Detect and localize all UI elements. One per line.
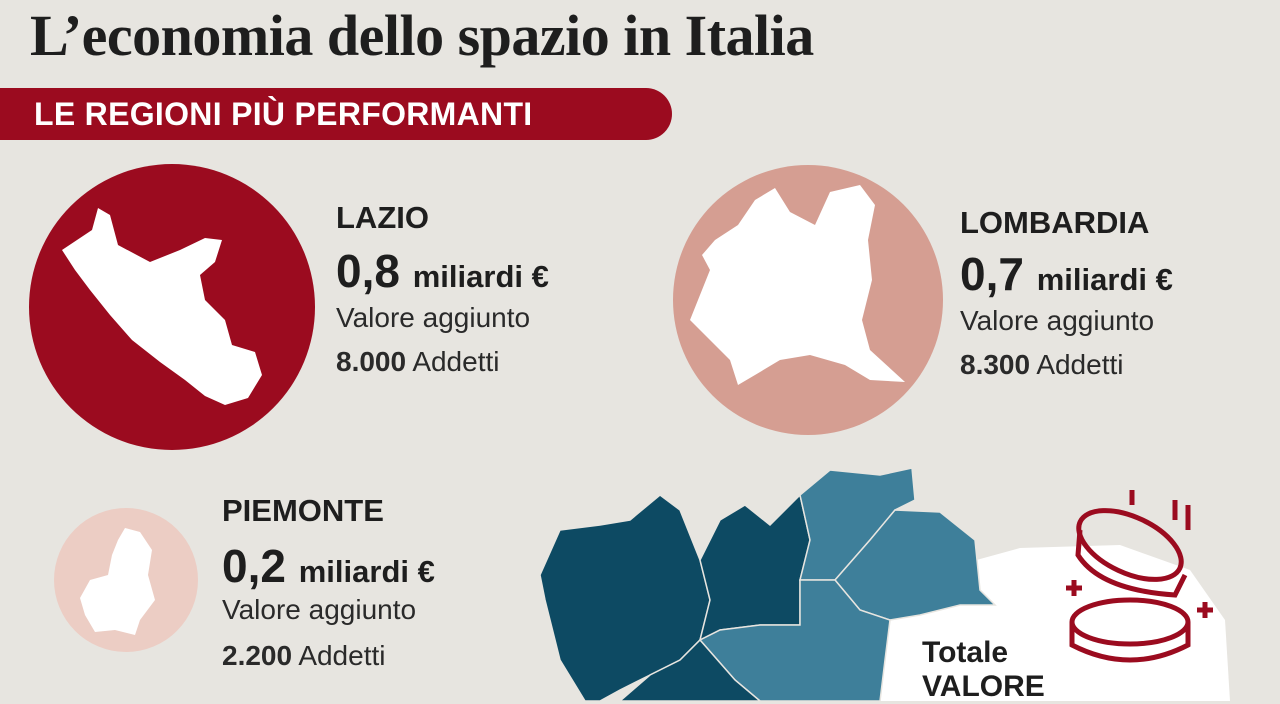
unit: miliardi € — [412, 259, 549, 294]
banner-text: LE REGIONI PIÙ PERFORMANTI — [34, 96, 533, 132]
employees: 2.200 — [222, 640, 293, 671]
employees-label: Addetti — [298, 640, 386, 671]
banner: LE REGIONI PIÙ PERFORMANTI — [0, 88, 672, 140]
value: 0,8 — [336, 245, 400, 297]
region-value: 0,2 miliardi € — [222, 539, 435, 593]
total-line: VALORE — [922, 670, 1045, 703]
region-name: LAZIO — [336, 200, 429, 235]
value: 0,7 — [960, 248, 1024, 300]
region-metric: Valore aggiunto — [960, 305, 1155, 336]
employees: 8.300 — [960, 349, 1031, 380]
lombardia-shape — [690, 185, 905, 385]
region-name: LOMBARDIA — [960, 205, 1150, 240]
region-metric: Valore aggiunto — [222, 594, 417, 625]
region-employees: 8.300 Addetti — [960, 349, 1123, 381]
unit: miliardi € — [298, 554, 435, 589]
employees-label: Addetti — [412, 346, 500, 377]
coins-icon — [1066, 490, 1213, 663]
region-employees: 2.200 Addetti — [222, 640, 385, 672]
region-value: 0,8 miliardi € — [336, 244, 549, 298]
region-employees: 8.000 Addetti — [336, 346, 499, 378]
total-line: Totale — [922, 636, 1009, 669]
region-metric: Valore aggiunto — [336, 302, 531, 333]
piemonte-shape — [80, 528, 155, 635]
region-name: PIEMONTE — [222, 493, 384, 528]
employees: 8.000 — [336, 346, 407, 377]
region-value: 0,7 miliardi € — [960, 247, 1173, 301]
unit: miliardi € — [1036, 262, 1173, 297]
employees-label: Addetti — [1036, 349, 1124, 380]
lazio-shape — [62, 208, 262, 405]
map — [539, 467, 997, 701]
title: L’economia dello spazio in Italia — [30, 3, 814, 68]
value: 0,2 — [222, 540, 286, 592]
